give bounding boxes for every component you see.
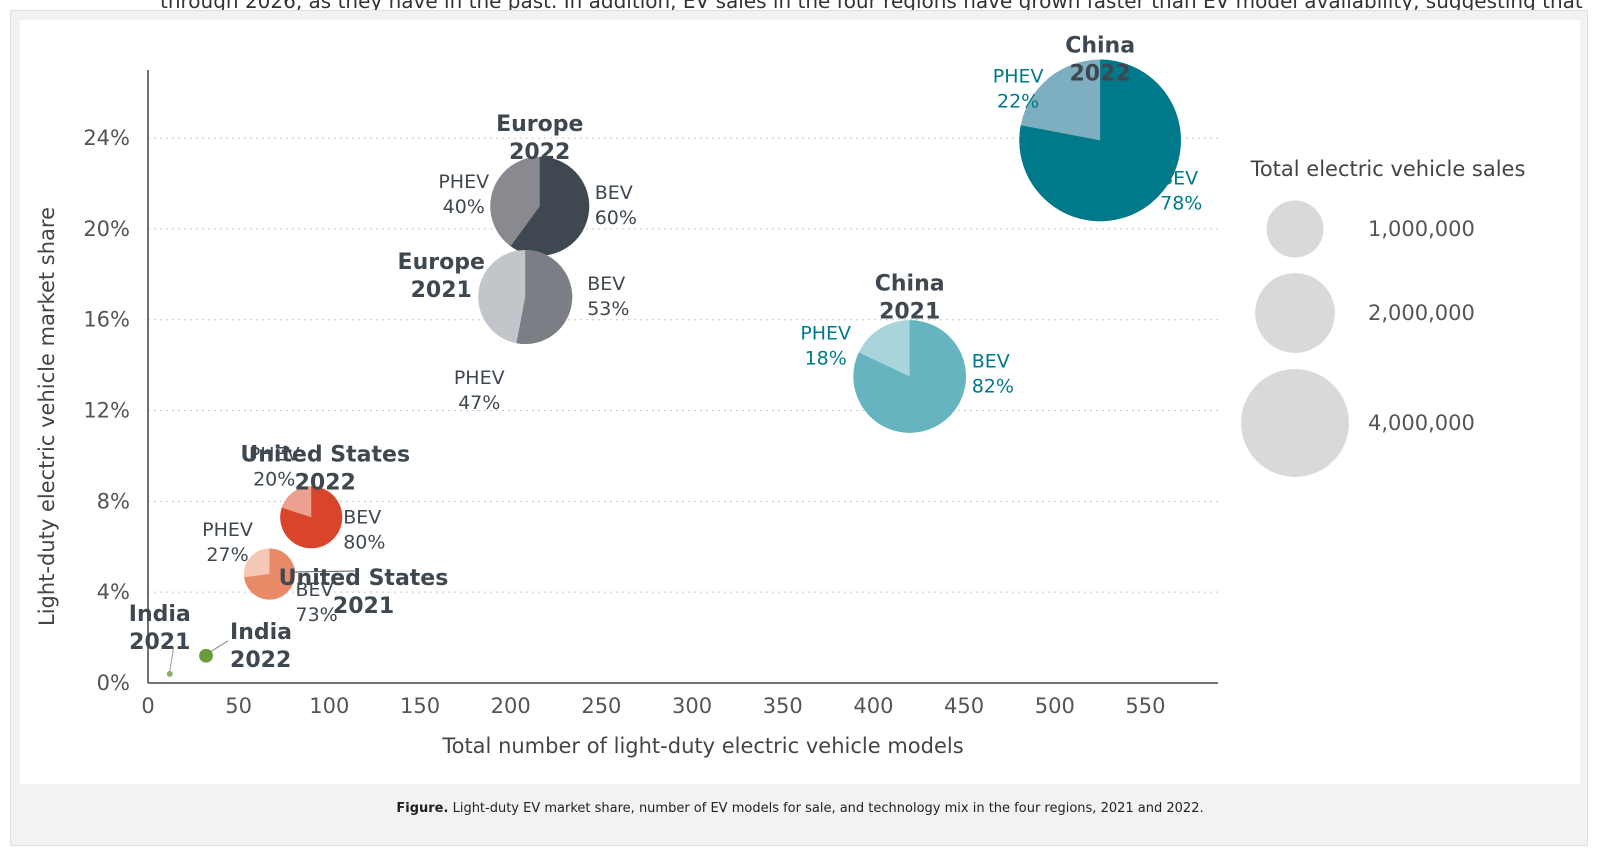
bubble-china-2022-title-line-1: 2022 bbox=[1070, 61, 1131, 86]
x-tick-label-4: 200 bbox=[491, 694, 531, 718]
bubble-india-2021-title-line-1: 2021 bbox=[129, 630, 190, 655]
caption-label: Figure. bbox=[396, 801, 449, 816]
bubble-india-2021-title-line-0: India bbox=[129, 602, 191, 627]
bubble-europe-2021-phev-label-1: 47% bbox=[458, 392, 500, 414]
bubble-europe-2022-title-line-1: 2022 bbox=[509, 140, 570, 165]
caption-text: Light-duty EV market share, number of EV… bbox=[448, 801, 1204, 816]
legend-circle-0 bbox=[1266, 200, 1324, 258]
bubble-india-2022-title-line-1: 2022 bbox=[230, 648, 291, 673]
bubble-india-2021-leader bbox=[169, 646, 175, 672]
bubble-united-states-2022-phev-label-0: PHEV bbox=[249, 443, 300, 465]
bubble-china-2022-bev-slice bbox=[1019, 59, 1181, 222]
bubble-united-states-2022-phev-label-1: 20% bbox=[253, 468, 295, 490]
legend-entry-1: 2,000,000 bbox=[1368, 301, 1475, 325]
bubble-europe-2022-bev-label-0: BEV bbox=[595, 182, 633, 204]
bubble-europe-2021-bev-label-1: 53% bbox=[587, 298, 629, 320]
bubble-europe-2021-bev-label-0: BEV bbox=[587, 273, 625, 295]
bubble-united-states-2021-phev-label-1: 27% bbox=[206, 544, 248, 566]
bubble-united-states-2022-title-line-1: 2022 bbox=[295, 470, 356, 495]
x-axis-title: Total number of light-duty electric vehi… bbox=[441, 734, 963, 758]
bubble-china-2021-bev-label-0: BEV bbox=[972, 351, 1010, 373]
bubble-china-2021-phev-label-0: PHEV bbox=[800, 323, 851, 345]
legend-entry-2: 4,000,000 bbox=[1368, 411, 1475, 435]
bubble-europe-2022-bev-slice bbox=[510, 156, 590, 256]
x-tick-label-11: 550 bbox=[1125, 694, 1165, 718]
bubble-china-2021-title-line-1: 2021 bbox=[879, 300, 940, 325]
bubble-united-states-2021-title-line-0: United States bbox=[279, 566, 449, 591]
legend-entry-0: 1,000,000 bbox=[1368, 217, 1475, 241]
x-tick-label-8: 400 bbox=[853, 694, 893, 718]
x-tick-label-7: 350 bbox=[763, 694, 803, 718]
figure-caption: Figure. Light-duty EV market share, numb… bbox=[20, 801, 1580, 816]
bubble-united-states-2021-phev-label-0: PHEV bbox=[202, 519, 253, 541]
bubble-europe-2022-title-line-0: Europe bbox=[496, 112, 583, 137]
chart-plate: 0% 4% 8% 12% 16% 20% 24% 0 50 100 150 200 250 300 350 4… bbox=[20, 20, 1580, 784]
bubble-united-states-2021-title-line-1: 2021 bbox=[333, 594, 394, 619]
bubble-europe-2022-bev-label-1: 60% bbox=[595, 207, 637, 229]
x-tick-label-0: 0 bbox=[141, 694, 154, 718]
bubble-europe-2022-phev-label-1: 40% bbox=[443, 196, 485, 218]
bubble-china-2021-bev-slice bbox=[853, 320, 967, 433]
bubble-india-2022-title-line-0: India bbox=[230, 620, 292, 645]
bubble-united-states-2021-bev-label-1: 73% bbox=[296, 604, 338, 626]
y-tick-label-1: 4% bbox=[97, 580, 130, 604]
bubble-united-states-2022-title-line-0: United States bbox=[240, 442, 410, 467]
y-tick-label-3: 12% bbox=[83, 399, 130, 423]
bubble-united-states-2022-bev-label-0: BEV bbox=[343, 506, 381, 528]
y-tick-label-0: 0% bbox=[97, 671, 130, 695]
bubble-india-2021-bev-slice bbox=[166, 670, 173, 677]
y-tick-label-2: 8% bbox=[97, 489, 130, 513]
x-tick-label-10: 500 bbox=[1035, 694, 1075, 718]
bubble-china-2022-phev-label-0: PHEV bbox=[993, 65, 1044, 87]
x-tick-label-5: 250 bbox=[581, 694, 621, 718]
bubble-pie-chart: 0% 4% 8% 12% 16% 20% 24% 0 50 100 150 200 250 300 350 4… bbox=[35, 33, 1526, 758]
bubble-europe-2021-phev-label-0: PHEV bbox=[454, 367, 505, 389]
x-tick-label-3: 150 bbox=[400, 694, 440, 718]
x-tick-label-1: 50 bbox=[225, 694, 252, 718]
bubble-china-2022-title-line-0: China bbox=[1065, 33, 1135, 58]
x-tick-label-2: 100 bbox=[309, 694, 349, 718]
cutoff-top-text: through 2026, as they have in the past. … bbox=[0, 0, 1600, 14]
bubble-china-2021-title-line-0: China bbox=[875, 272, 945, 297]
legend-circle-2 bbox=[1241, 369, 1349, 477]
bubble-china-2022-phev-label-1: 22% bbox=[997, 90, 1039, 112]
bubble-united-states-2021-bev-label-0: BEV bbox=[296, 579, 334, 601]
bubble-india-2022-bev-slice bbox=[199, 648, 213, 663]
bubble-europe-2022-phev-label-0: PHEV bbox=[438, 171, 489, 193]
x-tick-label-9: 450 bbox=[944, 694, 984, 718]
bubble-china-2021-bev-label-1: 82% bbox=[972, 376, 1014, 398]
legend-circle-1 bbox=[1255, 273, 1335, 353]
y-tick-label-4: 16% bbox=[83, 308, 130, 332]
bubble-china-2022-bev-label-1: 78% bbox=[1160, 192, 1202, 214]
bubble-united-states-2022-bev-label-1: 80% bbox=[343, 531, 385, 553]
bubble-india-2022-leader bbox=[208, 640, 229, 654]
cutoff-top-text-content: through 2026, as they have in the past. … bbox=[160, 0, 1583, 13]
bubble-europe-2021-bev-slice bbox=[516, 250, 573, 345]
bubble-china-2022-bev-label-0: BEV bbox=[1160, 167, 1198, 189]
x-tick-label-6: 300 bbox=[672, 694, 712, 718]
bubble-china-2021-phev-label-1: 18% bbox=[805, 348, 847, 370]
legend-title: Total electric vehicle sales bbox=[1250, 157, 1526, 181]
bubble-united-states-2021-bev-slice bbox=[244, 548, 296, 600]
bubble-united-states-2022-bev-slice bbox=[280, 486, 343, 549]
y-axis-title: Light-duty electric vehicle market share bbox=[35, 207, 59, 626]
bubble-united-states-2021-leader bbox=[293, 570, 355, 573]
y-tick-label-6: 24% bbox=[83, 126, 130, 150]
bubble-europe-2021-title-line-1: 2021 bbox=[411, 278, 472, 303]
bubble-europe-2021-title-line-0: Europe bbox=[398, 250, 485, 275]
y-tick-label-5: 20% bbox=[83, 217, 130, 241]
